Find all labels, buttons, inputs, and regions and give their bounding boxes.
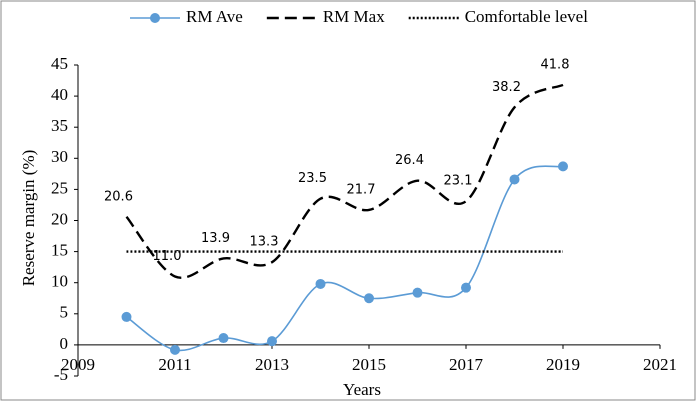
y-tick-label: 0 bbox=[60, 334, 69, 353]
data-label: 20.6 bbox=[104, 189, 133, 204]
point bbox=[364, 293, 374, 304]
x-tick-label: 2021 bbox=[643, 355, 677, 374]
x-tick-label: 2019 bbox=[546, 355, 580, 374]
point bbox=[121, 311, 132, 322]
data-label: 23.1 bbox=[444, 174, 473, 189]
point bbox=[218, 333, 229, 344]
x-tick-label: 2015 bbox=[352, 355, 386, 374]
data-label: 26.4 bbox=[395, 153, 424, 168]
x-axis-title: Years bbox=[343, 380, 381, 399]
point bbox=[412, 287, 423, 298]
y-tick-label: 45 bbox=[51, 54, 68, 73]
point bbox=[315, 278, 326, 289]
x-tick-label: 2017 bbox=[449, 355, 484, 374]
y-tick-label: -5 bbox=[54, 365, 68, 384]
y-tick-label: 40 bbox=[51, 85, 68, 104]
data-label: 13.3 bbox=[250, 235, 279, 250]
data-label: 23.5 bbox=[298, 171, 327, 186]
y-tick-label: 15 bbox=[51, 241, 68, 260]
series-line bbox=[126, 165, 564, 352]
y-tick-label: 25 bbox=[51, 178, 68, 197]
data-label: 13.9 bbox=[201, 231, 230, 246]
legend-marker bbox=[150, 13, 160, 23]
data-label: 41.8 bbox=[541, 57, 570, 72]
x-tick-label: 2011 bbox=[158, 355, 191, 374]
y-tick-label: 5 bbox=[60, 303, 69, 322]
point bbox=[461, 282, 471, 293]
y-tick-label: 10 bbox=[51, 272, 68, 291]
point bbox=[558, 161, 568, 172]
data-label: 21.7 bbox=[347, 182, 376, 197]
series-line bbox=[125, 83, 564, 279]
data-label: 38.2 bbox=[492, 80, 521, 95]
y-tick-label: 35 bbox=[51, 116, 68, 135]
legend-label: RM Ave bbox=[186, 7, 243, 26]
legend-label: Comfortable level bbox=[465, 7, 588, 26]
y-tick-label: 30 bbox=[51, 147, 68, 166]
point bbox=[267, 336, 277, 347]
point bbox=[509, 174, 520, 185]
x-tick-label: 2013 bbox=[255, 355, 289, 374]
y-tick-label: 20 bbox=[51, 209, 68, 228]
legend-label: RM Max bbox=[323, 7, 385, 26]
x-tick-label: 2009 bbox=[61, 355, 95, 374]
y-axis-title: Reserve margin (%) bbox=[19, 150, 38, 287]
point bbox=[170, 344, 180, 355]
